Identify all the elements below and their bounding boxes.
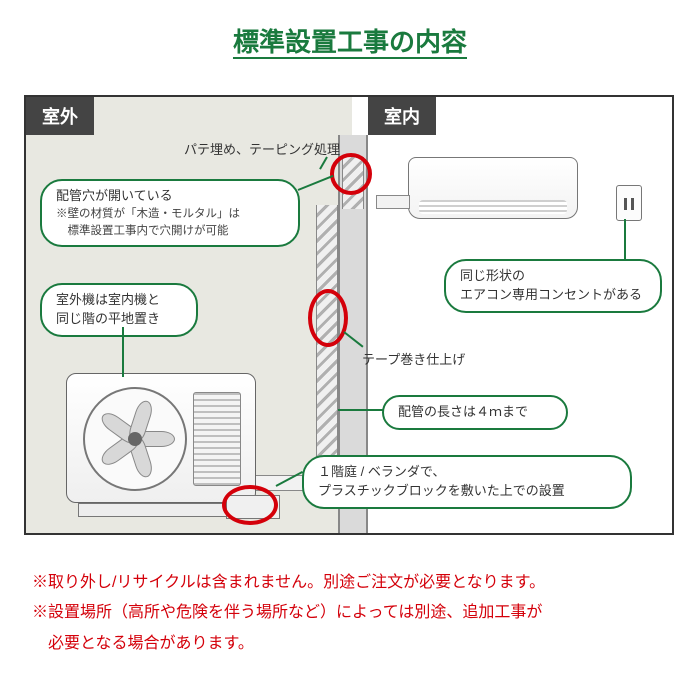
footnote-2: ※設置場所（高所や危険を伴う場所など）によっては別途、追加工事が 必要となる場合…	[32, 598, 672, 659]
leader-outlet	[624, 219, 626, 261]
pipe-top-bend	[376, 195, 410, 209]
installation-diagram: 室外 室内 パテ埋め、テーピング処理 テープ巻き仕上げ 配管穴が開いている ※壁…	[24, 95, 674, 535]
indoor-ac-unit	[408, 157, 578, 219]
label-tape: テープ巻き仕上げ	[362, 349, 465, 368]
fan-ring	[83, 387, 187, 491]
power-outlet	[616, 185, 642, 221]
footnote-1: ※取り外し/リサイクルは含まれません。別途ご注文が必要となります。	[32, 568, 672, 598]
callout-hole-sub: ※壁の材質が「木造・モルタル」は 標準設置工事内で穴開けが可能	[56, 206, 284, 239]
callout-length: 配管の長さは４ｍまで	[382, 395, 568, 430]
callout-outlet: 同じ形状の エアコン専用コンセントがある	[444, 259, 662, 313]
ac-vanes	[419, 200, 567, 214]
marker-wall-hole	[330, 153, 372, 195]
pipe-vertical	[316, 205, 338, 491]
marker-block	[222, 485, 278, 525]
outdoor-tag: 室外	[26, 97, 94, 135]
label-putty: パテ埋め、テーピング処理	[184, 139, 340, 158]
callout-block: １階庭 / ベランダで、 プラスチックブロックを敷いた上での設置	[302, 455, 632, 509]
leader-length	[338, 409, 384, 411]
indoor-tag: 室内	[368, 97, 436, 135]
callout-hole-main: 配管穴が開いている	[56, 187, 284, 206]
footnotes: ※取り外し/リサイクルは含まれません。別途ご注文が必要となります。 ※設置場所（…	[32, 568, 672, 659]
callout-hole: 配管穴が開いている ※壁の材質が「木造・モルタル」は 標準設置工事内で穴開けが可…	[40, 179, 300, 247]
outdoor-unit	[66, 373, 256, 503]
outdoor-grille	[193, 392, 241, 486]
fan-hub	[128, 432, 142, 446]
marker-pipe-mid	[308, 289, 348, 347]
page-title: 標準設置工事の内容	[0, 0, 700, 59]
callout-placement: 室外機は室内機と 同じ階の平地置き	[40, 283, 198, 337]
leader-placement	[122, 327, 124, 377]
